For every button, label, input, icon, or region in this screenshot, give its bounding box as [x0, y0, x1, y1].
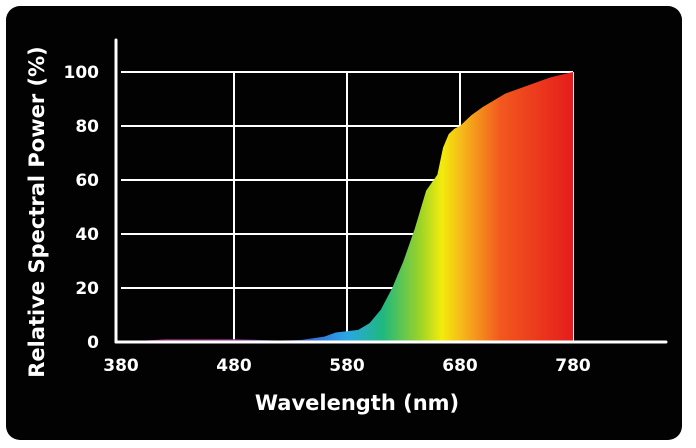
x-axis-title: Wavelength (nm)	[255, 391, 459, 415]
spectral-area-0	[121, 72, 573, 342]
y-tick-label-0: 0	[87, 333, 99, 353]
y-tick-label-20: 20	[75, 279, 99, 299]
x-tick-label-380: 380	[103, 356, 139, 376]
y-tick-label-80: 80	[75, 117, 99, 137]
x-tick-label-780: 780	[555, 356, 591, 376]
y-tick-label-60: 60	[75, 171, 99, 191]
tick-labels: 380 480 580 680 780 0 20 40 60 80 100	[64, 63, 591, 376]
spectral-power-chart: 380 480 580 680 780 0 20 40 60 80 100 Wavelength (…	[25, 38, 668, 415]
x-tick-label-480: 480	[216, 356, 252, 376]
y-axis-title: Relative Spectral Power (%)	[25, 46, 49, 378]
y-tick-label-40: 40	[75, 225, 99, 245]
chart-card: 380 480 580 680 780 0 20 40 60 80 100 Wavelength (…	[6, 6, 682, 440]
spectral-area-layer	[121, 72, 573, 342]
axes	[114, 38, 668, 344]
x-tick-label-580: 580	[329, 356, 365, 376]
x-tick-label-680: 680	[442, 356, 478, 376]
y-tick-label-100: 100	[64, 63, 100, 83]
